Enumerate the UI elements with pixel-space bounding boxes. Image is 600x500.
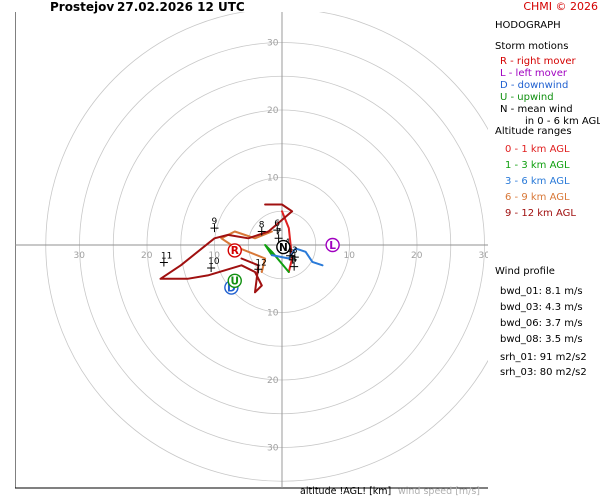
ring-label: 30 [267,39,279,49]
height-tick-7 [274,234,283,243]
height-label-2: 2 [290,249,296,259]
hodograph-lines [159,203,324,294]
altitude-range-item-5: 9 - 12 km AGL [505,208,576,219]
storm-marker-label-l: L [329,240,336,252]
height-tick-11 [159,258,168,267]
height-tick-3 [290,253,299,262]
ring-label: 10 [209,251,221,261]
altitude-range-item-1: 0 - 1 km AGL [505,144,570,155]
height-label-6: 6 [274,219,280,229]
storm-markers: R L DU N [224,237,340,295]
hodograph-segment-4 [220,230,273,273]
ring-label: 10 [344,251,356,261]
height-tick-1 [286,251,295,260]
storm-marker-l [325,237,340,253]
hodograph-segment-3 [270,247,324,267]
height-tick-5 [290,262,299,271]
altitude-range-item-3: 3 - 6 km AGL [505,176,570,187]
storm-motion-item-6: in 0 - 6 km AGL [525,116,600,127]
height-label-12: 12 [255,258,266,268]
wind-profile-item-2: bwd_03: 4.3 m/s [500,302,583,313]
wind-profile-heading: Wind profile [495,266,555,277]
height-tick-10 [207,263,216,272]
height-label-7: 7 [276,227,282,237]
hodograph-segment-1 [281,210,294,273]
ring-label: 20 [141,251,153,261]
wind-profile-item-6: srh_03: 80 m2/s2 [500,367,587,378]
speed-axis-label: wind speed [m/s] [398,486,481,497]
storm-motion-item-4: U - upwind [500,92,554,103]
storm-marker-label-d: D [227,282,236,294]
storm-marker-n [276,239,291,255]
wind-profile-item-1: bwd_01: 8.1 m/s [500,286,583,297]
height-label-10: 10 [208,257,220,267]
height-label-3: 3 [292,246,298,256]
ring-label: 20 [267,376,279,386]
height-label-11: 11 [161,252,172,262]
ring-label: 10 [267,309,279,319]
height-tick-8 [257,227,266,236]
storm-marker-r [227,243,242,258]
ring-label: 30 [267,444,279,454]
hodograph-segment-2 [264,244,290,273]
wind-profile-item-4: bwd_08: 3.5 m/s [500,334,583,345]
height-tick-9 [210,224,219,233]
storm-motion-item-2: L - left mover [500,68,567,79]
height-label-5: 5 [291,256,297,266]
storm-motion-item-3: D - downwind [500,80,569,91]
altitude-range-item-2: 1 - 3 km AGL [505,160,570,171]
altitude-axis-label: altitude !AGL! [km] [300,486,392,497]
ring-label: 30 [479,251,491,261]
hodograph-segment-5 [159,203,294,294]
ring-label: 10 [267,174,279,184]
wind-profile-item-5: srh_01: 91 m2/s2 [500,352,587,363]
wind-profile-item-3: bwd_06: 3.7 m/s [500,318,583,329]
height-tick-6 [273,226,282,235]
storm-marker-label-n: N [279,242,288,254]
station-name: Prostejov [50,0,115,14]
altitude-range-item-4: 6 - 9 km AGL [505,192,570,203]
storm-marker-label-r: R [231,245,239,257]
valid-time: 27.02.2026 12 UTC [117,0,245,14]
ring-label: 20 [411,251,423,261]
panel-title: HODOGRAPH [495,20,561,31]
height-label-8: 8 [259,221,265,231]
storm-motion-item-5: N - mean wind [500,104,573,115]
height-label-9: 9 [212,217,218,227]
storm-motion-item-1: R - right mover [500,56,576,67]
storm-marker-u [227,273,242,288]
height-tick-12 [254,265,263,274]
copyright: CHMI © 2026 [523,0,598,13]
storm-marker-label-u: U [230,276,239,288]
ring-label: 20 [267,106,279,116]
altitude-heading: Altitude ranges [495,126,572,137]
ring-label: 30 [74,251,86,261]
storm-motions-heading: Storm motions [495,41,569,52]
